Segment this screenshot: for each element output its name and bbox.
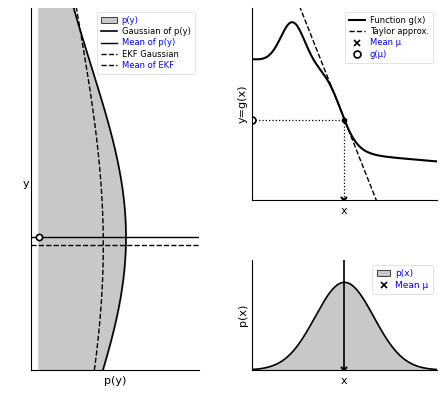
Legend: p(y), Gaussian of p(y), Mean of p(y), EKF Gaussian, Mean of EKF: p(y), Gaussian of p(y), Mean of p(y), EK… (97, 12, 195, 74)
X-axis label: x: x (341, 376, 348, 386)
Legend: Function g(x), Taylor approx., Mean μ, g(μ): Function g(x), Taylor approx., Mean μ, g… (345, 12, 433, 63)
Y-axis label: y: y (22, 179, 29, 189)
Y-axis label: y=g(x): y=g(x) (238, 85, 248, 123)
Y-axis label: p(x): p(x) (238, 304, 248, 326)
Legend: p(x), Mean μ: p(x), Mean μ (372, 265, 433, 294)
X-axis label: x: x (341, 206, 348, 216)
X-axis label: p(y): p(y) (104, 376, 126, 386)
